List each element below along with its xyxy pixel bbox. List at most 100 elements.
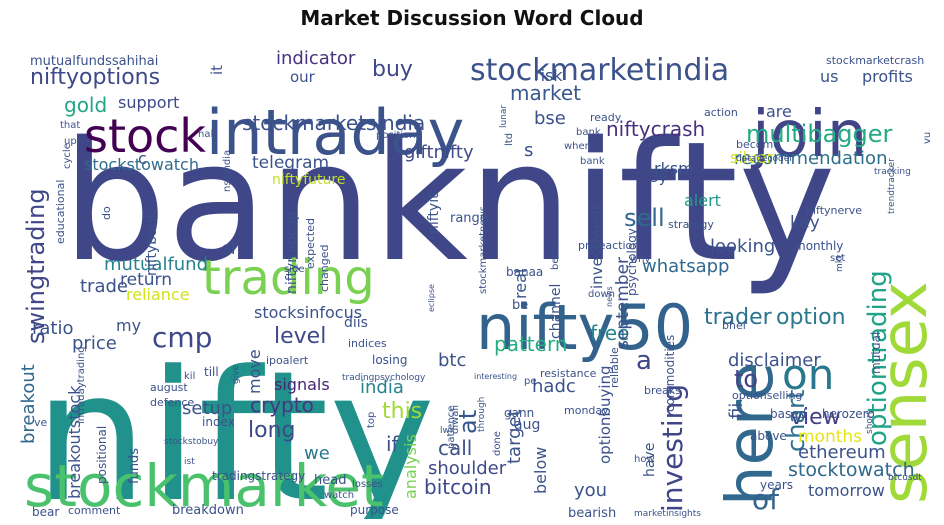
word-btcusdt: btcusdt bbox=[888, 473, 922, 483]
word-we: we bbox=[304, 443, 330, 464]
word-risk: risk bbox=[534, 66, 563, 85]
word-tomorrow: tomorrow bbox=[808, 481, 885, 500]
word-us: us bbox=[820, 67, 838, 86]
word-crypto: crypto bbox=[250, 393, 314, 417]
word-target: target bbox=[504, 409, 525, 464]
word-option: option bbox=[776, 305, 846, 330]
word-strategy: strategy bbox=[668, 218, 714, 231]
word-lwr: lwr bbox=[440, 426, 454, 436]
word-stockstobuy: stockstobuy bbox=[164, 437, 219, 447]
word-mutualfundssahihai: mutualfundssahihai bbox=[30, 54, 158, 69]
word-real: real bbox=[511, 269, 530, 299]
word-investing: investing bbox=[656, 384, 689, 512]
word-index: index bbox=[202, 415, 235, 429]
word-you: you bbox=[574, 480, 607, 501]
word-sensex: sensex bbox=[868, 281, 930, 504]
word-nseindia: nseindia bbox=[222, 150, 233, 192]
word-market: market bbox=[510, 81, 581, 105]
word-monday: monday bbox=[564, 404, 609, 417]
word-analysis: analysis bbox=[401, 434, 420, 499]
word-multibagger: multibagger bbox=[746, 120, 893, 148]
word-here: here bbox=[714, 362, 788, 506]
word-through: through bbox=[477, 397, 487, 432]
word-silver: silver bbox=[730, 148, 774, 167]
word-breaks: breaks bbox=[644, 384, 681, 397]
word-datadecoder: datadecoder bbox=[736, 154, 793, 164]
word-cmp: cmp bbox=[152, 321, 212, 354]
word-bear: bear bbox=[32, 505, 59, 519]
word-be: be bbox=[512, 298, 528, 313]
word-stock: stock bbox=[84, 109, 206, 163]
word-stockmarketsindia: stockmarketsindia bbox=[242, 111, 425, 135]
word-chart: chart bbox=[782, 390, 810, 452]
word-pattern: pattern bbox=[494, 332, 568, 356]
word-gann: gann bbox=[504, 406, 534, 420]
word-stockmarket: stockmarket bbox=[24, 452, 384, 519]
word-nifty50: nifty50 bbox=[476, 291, 693, 364]
word-reliance: reliance bbox=[126, 285, 190, 304]
word-telegram: telegram bbox=[252, 153, 329, 173]
word-monthly: monthly bbox=[794, 239, 843, 253]
word-optiontrading: optiontrading bbox=[863, 270, 893, 446]
word-looking: looking bbox=[710, 236, 775, 257]
word-stockmarketnews: stockmarketnews bbox=[478, 206, 489, 294]
word-patience: patience bbox=[446, 406, 457, 449]
word-optionbuying: optionbuying bbox=[596, 365, 614, 464]
word-at: at bbox=[454, 410, 482, 434]
word-optionselling: optionselling bbox=[732, 389, 802, 402]
word-cycle: cycle bbox=[62, 143, 73, 169]
word-position: position bbox=[376, 130, 416, 141]
word-kil: kil bbox=[184, 371, 195, 382]
word-niftymidcap: niftymidcap bbox=[284, 211, 300, 294]
word-range: range bbox=[450, 211, 488, 226]
word-join: join bbox=[750, 98, 867, 172]
word-tradingstrategy: tradingstrategy bbox=[212, 469, 305, 483]
word-swingtrading: swingtrading bbox=[22, 188, 50, 344]
word-niftynerve: niftynerve bbox=[806, 204, 862, 217]
word-bank: bank bbox=[576, 127, 601, 138]
word-watch: watch bbox=[324, 490, 354, 501]
word-years: years bbox=[760, 478, 793, 492]
word-changed: changed bbox=[318, 245, 331, 292]
word-breakout: breakout bbox=[18, 364, 39, 444]
word-recommendation: recommendation bbox=[734, 148, 887, 169]
word-ltd: ltd bbox=[504, 133, 515, 146]
word-trade: trade bbox=[80, 276, 128, 297]
word-ist: ist bbox=[184, 457, 195, 467]
word-short: short bbox=[865, 410, 875, 434]
word-give: give bbox=[231, 364, 241, 384]
word-nifty: nifty bbox=[34, 333, 435, 519]
word-below: below bbox=[531, 447, 550, 494]
word-done: done bbox=[492, 431, 503, 456]
word-action: action bbox=[704, 106, 738, 119]
word-breakdown: breakdown bbox=[172, 503, 244, 518]
word-resistance: resistance bbox=[540, 367, 597, 380]
word-t: t bbox=[390, 209, 394, 220]
word-how: how bbox=[634, 454, 655, 465]
word-alert: alert bbox=[684, 191, 721, 210]
word-eclipse: eclipse bbox=[427, 284, 436, 312]
word-stockstowatch: stockstowatch bbox=[84, 155, 199, 174]
word-level: level bbox=[274, 324, 326, 349]
word-positional: positional bbox=[95, 426, 109, 484]
word-diwali: diwali bbox=[450, 405, 461, 434]
word-priceaction: priceaction bbox=[578, 239, 639, 252]
word-side: side bbox=[284, 264, 305, 275]
word-3y: 3y bbox=[650, 170, 667, 186]
word-ethereum: ethereum bbox=[798, 442, 886, 463]
word-fii: fii bbox=[726, 403, 747, 419]
word-call: call bbox=[438, 436, 472, 460]
word-better: better bbox=[550, 239, 561, 270]
word-niftyfuture: niftyfuture bbox=[272, 172, 345, 188]
word-return: return bbox=[120, 270, 172, 290]
word-funds: funds bbox=[127, 448, 142, 484]
word-that: that bbox=[60, 120, 80, 131]
word-stockmarketcrash: stockmarketcrash bbox=[826, 54, 924, 67]
word-aug: aug bbox=[514, 417, 540, 433]
word-a: a bbox=[636, 346, 652, 376]
word-whatsapp: whatsapp bbox=[642, 256, 729, 277]
word-educational: educational bbox=[54, 180, 67, 244]
word-mutual: mutual bbox=[869, 332, 883, 374]
word-niftybank: niftybank bbox=[144, 209, 160, 276]
word-stocksinfocus: stocksinfocus bbox=[254, 303, 362, 322]
